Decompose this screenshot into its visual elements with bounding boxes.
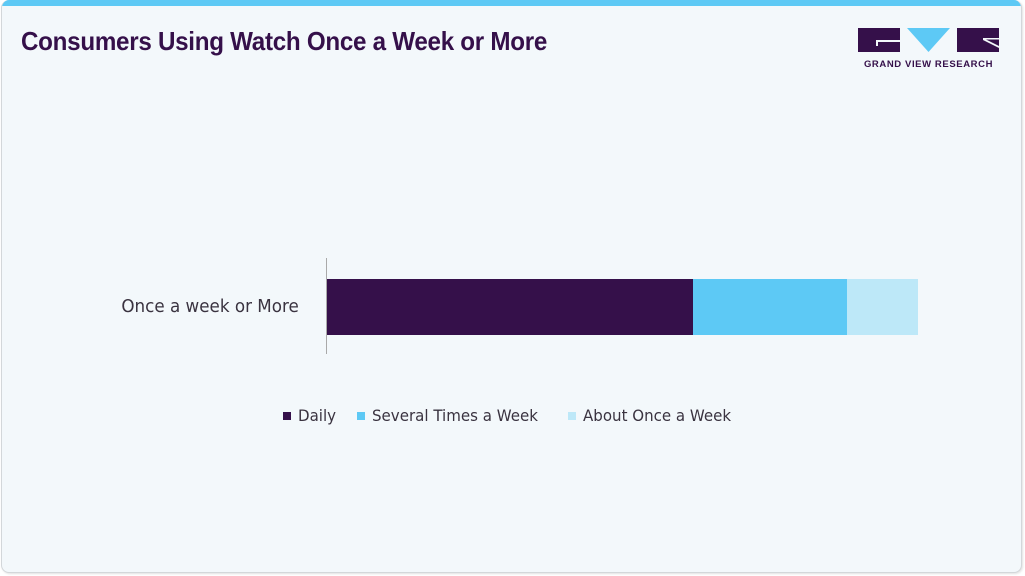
chart-title: Consumers Using Watch Once a Week or Mor… [21, 26, 548, 56]
logo-wordmark: GRAND VIEW RESEARCH [863, 59, 994, 70]
legend-item-several-times-a-week: Several Times a Week [357, 406, 549, 425]
category-label: Once a week or More [121, 296, 299, 317]
legend-item-about-once-a-week: About Once a Week [568, 406, 741, 425]
legend-swatch-about-once-a-week [568, 411, 577, 420]
chart-legend: Daily Several Times a Week About Once a … [283, 406, 760, 425]
legend-item-daily: Daily [283, 406, 338, 425]
legend-swatch-several-times-a-week [357, 411, 366, 420]
gvr-logo-icon [858, 28, 999, 52]
stacked-bar [327, 279, 918, 335]
legend-label: About Once a Week [583, 406, 732, 425]
bar-segment-several-times-a-week [693, 279, 848, 335]
bar-segment-daily [327, 279, 694, 335]
bar-segment-about-once-a-week [847, 279, 918, 335]
legend-label: Several Times a Week [372, 406, 539, 425]
accent-top-bar [2, 0, 1021, 6]
grand-view-research-logo: GRAND VIEW RESEARCH [857, 28, 1000, 70]
legend-swatch-daily [283, 411, 291, 420]
category-axis-line [326, 258, 327, 354]
legend-label: Daily [298, 406, 337, 425]
